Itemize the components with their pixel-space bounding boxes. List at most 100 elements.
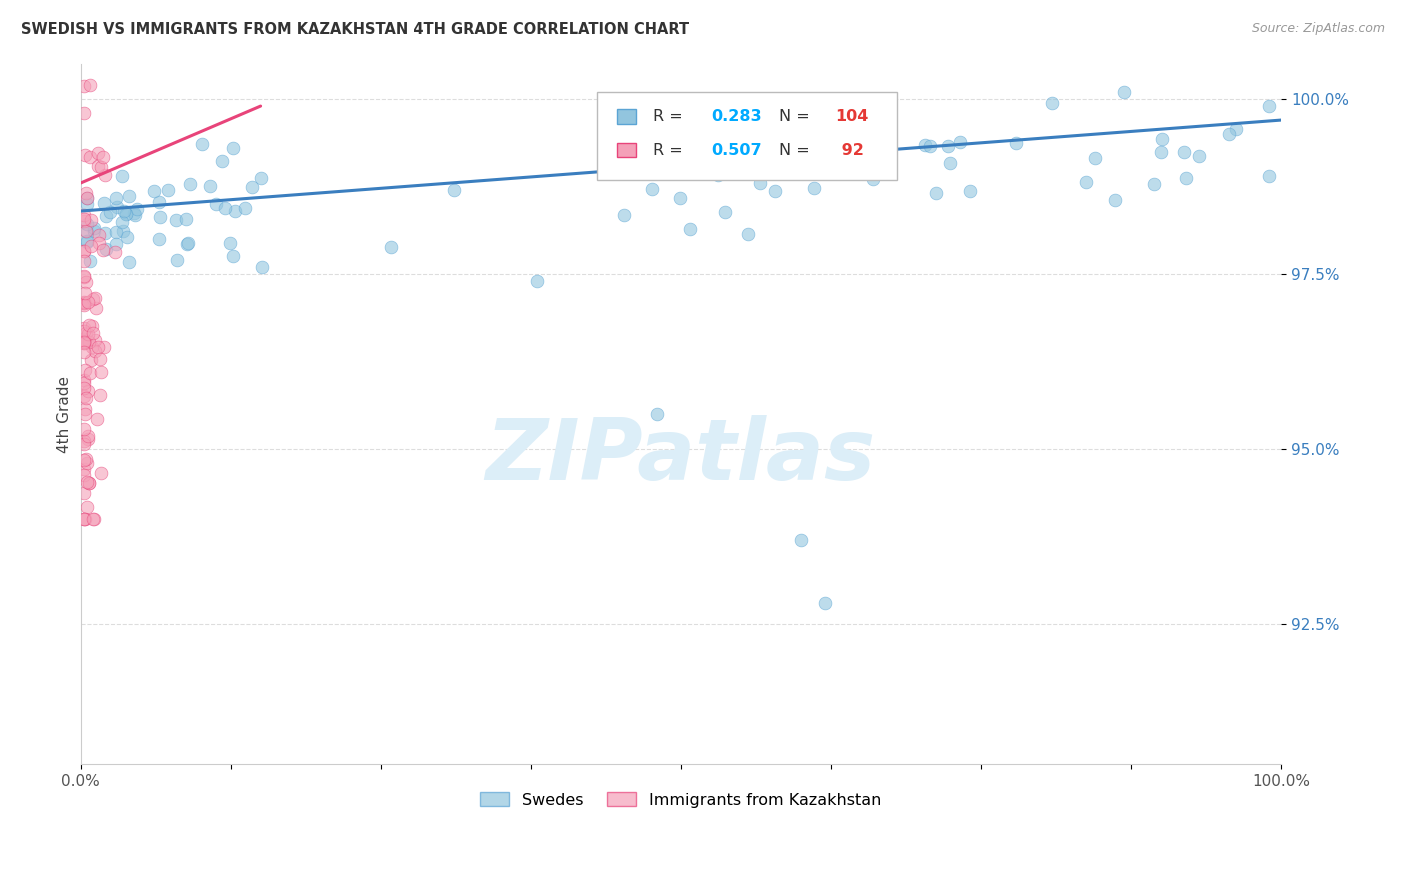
Point xyxy=(73,434,96,448)
Point xyxy=(124,207,146,221)
Point xyxy=(73,321,96,335)
Point xyxy=(641,182,664,196)
Point xyxy=(1257,169,1279,184)
FancyBboxPatch shape xyxy=(617,109,637,124)
Text: SWEDISH VS IMMIGRANTS FROM KAZAKHSTAN 4TH GRADE CORRELATION CHART: SWEDISH VS IMMIGRANTS FROM KAZAKHSTAN 4T… xyxy=(21,22,689,37)
Point xyxy=(852,151,875,165)
Point xyxy=(222,249,245,263)
Point xyxy=(105,200,128,214)
Point xyxy=(1074,175,1097,189)
Point xyxy=(75,452,97,467)
Text: Source: ZipAtlas.com: Source: ZipAtlas.com xyxy=(1251,22,1385,36)
Point xyxy=(174,212,197,227)
Point xyxy=(842,158,865,172)
Point xyxy=(76,191,98,205)
Point xyxy=(84,291,107,305)
Point xyxy=(80,340,103,354)
Point xyxy=(80,353,103,368)
Point xyxy=(79,150,101,164)
Point xyxy=(91,243,114,257)
Point xyxy=(73,105,96,120)
Point xyxy=(73,269,96,284)
Point xyxy=(645,407,668,421)
Point xyxy=(75,363,97,377)
Point xyxy=(75,391,97,405)
Point xyxy=(73,334,96,348)
Point xyxy=(1173,145,1195,159)
Point xyxy=(1104,193,1126,207)
Point xyxy=(939,156,962,170)
Point xyxy=(87,340,110,354)
Point xyxy=(91,150,114,164)
Point xyxy=(89,235,111,250)
Point xyxy=(1150,145,1173,159)
Point xyxy=(73,285,96,300)
Point xyxy=(73,486,96,500)
Point xyxy=(219,235,242,250)
Point xyxy=(118,188,141,202)
Y-axis label: 4th Grade: 4th Grade xyxy=(58,376,72,452)
Point xyxy=(115,229,138,244)
Point xyxy=(115,207,138,221)
Point xyxy=(73,79,96,94)
Point xyxy=(105,236,128,251)
Point xyxy=(165,213,187,227)
Point xyxy=(205,197,228,211)
Point xyxy=(73,298,96,312)
Point xyxy=(79,253,101,268)
Point xyxy=(240,180,263,194)
Point xyxy=(644,116,666,130)
Text: ZIPatlas: ZIPatlas xyxy=(485,415,876,498)
Text: 92: 92 xyxy=(835,143,863,158)
Point xyxy=(221,140,243,154)
Point xyxy=(125,202,148,216)
Point xyxy=(77,475,100,490)
Point xyxy=(1143,177,1166,191)
Point xyxy=(790,533,813,548)
Point xyxy=(77,335,100,350)
Point xyxy=(224,204,246,219)
Point xyxy=(73,345,96,359)
Point xyxy=(676,159,699,173)
Point xyxy=(142,184,165,198)
Point xyxy=(76,456,98,470)
Point xyxy=(73,512,96,526)
Point xyxy=(79,367,101,381)
Point xyxy=(84,301,107,315)
Point xyxy=(76,428,98,442)
Point xyxy=(93,169,115,183)
Point xyxy=(75,224,97,238)
Point xyxy=(75,148,97,162)
Point xyxy=(111,169,134,184)
Point xyxy=(75,186,97,200)
Point xyxy=(1112,85,1135,99)
Point xyxy=(90,467,112,481)
Text: R =: R = xyxy=(654,109,688,124)
Point xyxy=(73,335,96,350)
Point xyxy=(79,239,101,253)
Point xyxy=(73,332,96,346)
Point xyxy=(76,218,98,232)
Point xyxy=(80,318,103,333)
Point xyxy=(177,236,200,251)
Point xyxy=(86,412,108,426)
Point xyxy=(73,253,96,268)
Point xyxy=(200,178,222,193)
Point xyxy=(75,402,97,417)
Point xyxy=(82,293,104,307)
Point xyxy=(83,344,105,359)
Legend: Swedes, Immigrants from Kazakhstan: Swedes, Immigrants from Kazakhstan xyxy=(472,784,889,815)
Point xyxy=(89,387,111,401)
Point xyxy=(148,194,170,209)
Point xyxy=(1040,96,1063,111)
Point xyxy=(90,365,112,379)
Point xyxy=(1225,122,1247,136)
Point xyxy=(75,276,97,290)
Point xyxy=(73,389,96,403)
Point xyxy=(959,184,981,198)
Point xyxy=(77,476,100,491)
Point xyxy=(111,214,134,228)
Point xyxy=(93,340,115,354)
Point xyxy=(613,209,636,223)
Point xyxy=(749,176,772,190)
